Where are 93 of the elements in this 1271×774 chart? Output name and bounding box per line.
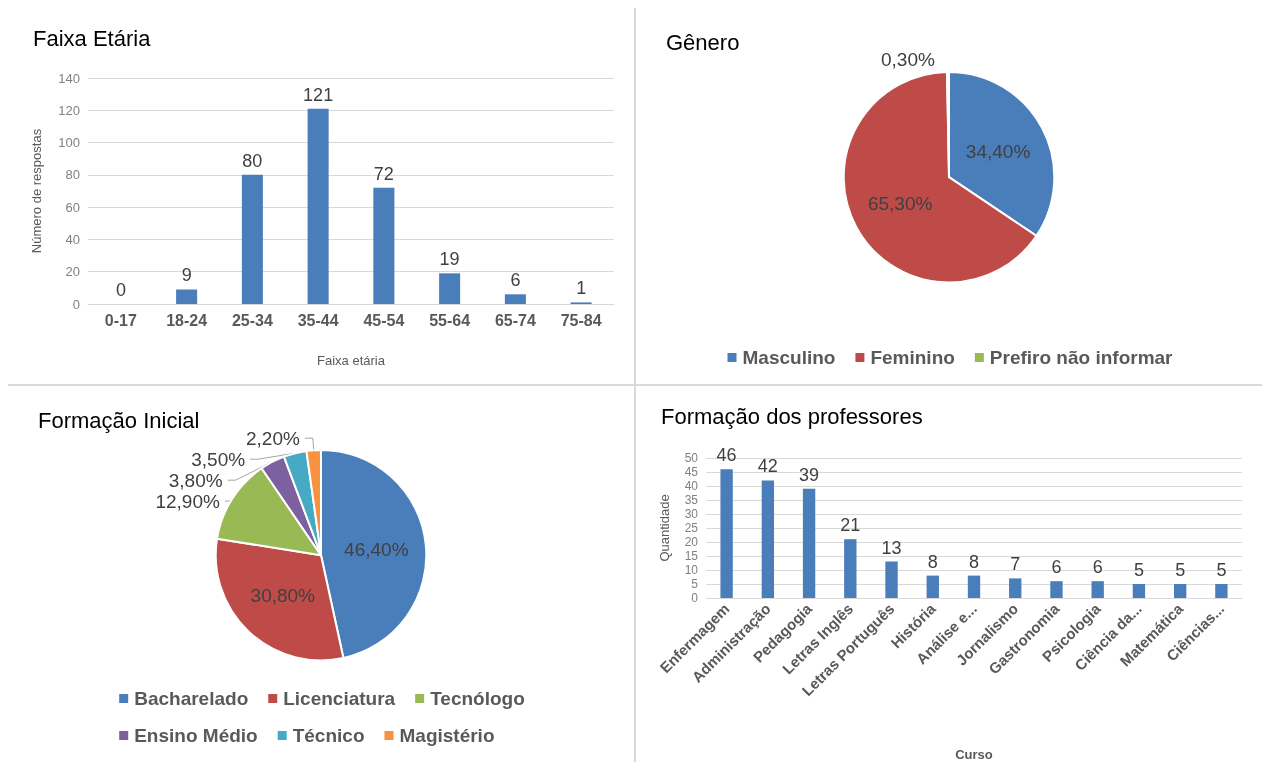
y-tick-label: 50	[684, 451, 699, 465]
data-label: 65,30%	[867, 193, 933, 215]
x-axis-title: Faixa etária	[317, 353, 386, 368]
x-tick-label: 0-17	[104, 311, 137, 329]
y-tick-label: 30	[684, 507, 699, 521]
y-tick-label: 140	[58, 70, 80, 86]
data-label: 7	[1010, 554, 1021, 575]
data-label: 8	[927, 551, 938, 572]
data-label: 121	[303, 84, 334, 105]
legend-label: Licenciatura	[283, 688, 396, 709]
bar	[1215, 584, 1228, 598]
y-tick-label: 35	[684, 493, 699, 507]
bar	[1009, 578, 1022, 598]
data-label: 9	[181, 265, 192, 286]
x-tick-label: 55-64	[429, 311, 471, 329]
y-tick-label: 20	[684, 535, 699, 549]
data-label: 72	[373, 163, 394, 184]
chart-title: Formação Inicial	[38, 407, 200, 433]
x-tick-label: 25-34	[231, 311, 273, 329]
y-tick-label: 25	[684, 521, 699, 535]
data-label: 8	[968, 551, 980, 572]
y-tick-label: 15	[684, 549, 699, 563]
legend-label: Feminino	[870, 347, 955, 368]
y-tick-label: 0	[72, 296, 80, 312]
data-label: 6	[1051, 557, 1062, 578]
bar	[1091, 581, 1104, 598]
bar	[720, 469, 733, 598]
data-label: 13	[881, 537, 902, 558]
data-label: 6	[510, 270, 521, 291]
bar	[967, 575, 981, 598]
y-axis-title: Número de respostas	[29, 128, 44, 254]
x-tick-label: 18-24	[166, 311, 208, 329]
bar	[439, 273, 461, 304]
bar	[802, 488, 816, 598]
data-label: 21	[840, 515, 861, 536]
legend-label: Masculino	[742, 347, 836, 368]
y-tick-label: 45	[684, 465, 699, 479]
x-tick-label: 65-74	[494, 311, 536, 329]
y-tick-label: 40	[65, 231, 80, 247]
chart-title: Gênero	[666, 29, 740, 55]
data-label: 1	[576, 278, 587, 299]
y-tick-label: 60	[65, 199, 80, 215]
legend-label: Tecnólogo	[430, 688, 525, 709]
bar	[373, 187, 395, 304]
bar	[307, 108, 329, 304]
y-tick-label: 20	[65, 264, 80, 280]
data-label: 30,80%	[250, 585, 316, 607]
data-label: 3,80%	[168, 469, 223, 491]
chart-title: Formação dos professores	[661, 403, 923, 429]
bar	[176, 289, 198, 304]
data-label: 12,90%	[155, 490, 220, 512]
bar	[885, 561, 898, 598]
data-label: 6	[1092, 557, 1103, 578]
data-label: 46,40%	[344, 538, 409, 560]
data-label: 80	[242, 150, 263, 171]
legend-label: Técnico	[292, 725, 365, 746]
bar	[1050, 581, 1063, 598]
bar	[241, 174, 263, 304]
x-tick-label: 75-84	[560, 311, 602, 329]
data-label: 2,20%	[245, 427, 300, 449]
data-label: 3,50%	[191, 448, 246, 470]
bar	[504, 294, 526, 304]
y-tick-label: 10	[684, 563, 699, 577]
data-label: 46	[716, 445, 737, 466]
data-label: 0	[115, 280, 126, 300]
y-axis-title: Quantidade	[657, 494, 672, 562]
y-tick-label: 120	[58, 102, 80, 118]
bar	[761, 480, 775, 598]
bar	[926, 575, 939, 598]
legend-label: Prefiro não informar	[989, 347, 1174, 368]
data-label: 34,40%	[965, 140, 1031, 162]
data-label: 5	[1216, 560, 1227, 580]
legend-label: Magistério	[399, 725, 495, 746]
y-tick-label: 40	[684, 479, 699, 493]
y-tick-label: 0	[691, 591, 699, 605]
bar	[1132, 584, 1146, 598]
y-tick-label: 100	[58, 135, 80, 151]
x-tick-label: 35-44	[297, 311, 339, 329]
legend-label: Ensino Médio	[134, 725, 258, 746]
data-label: 0,30%	[881, 49, 935, 71]
y-tick-label: 5	[691, 577, 699, 591]
chart-title: Faixa Etária	[33, 25, 152, 51]
bar	[1173, 584, 1187, 598]
data-label: 42	[757, 456, 778, 477]
bar	[844, 539, 857, 598]
x-tick-label: 45-54	[363, 311, 405, 329]
data-label: 19	[439, 249, 460, 270]
x-axis-title: Curso	[955, 747, 993, 762]
data-label: 39	[799, 464, 820, 485]
y-tick-label: 80	[65, 167, 80, 183]
legend-label: Bacharelado	[134, 688, 249, 709]
data-label: 5	[1175, 560, 1186, 580]
data-label: 5	[1133, 560, 1144, 580]
